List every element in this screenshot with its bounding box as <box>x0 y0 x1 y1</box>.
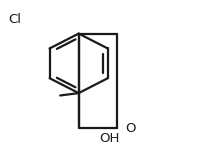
Text: Cl: Cl <box>8 13 21 26</box>
Text: O: O <box>125 122 136 135</box>
Text: OH: OH <box>99 132 119 145</box>
